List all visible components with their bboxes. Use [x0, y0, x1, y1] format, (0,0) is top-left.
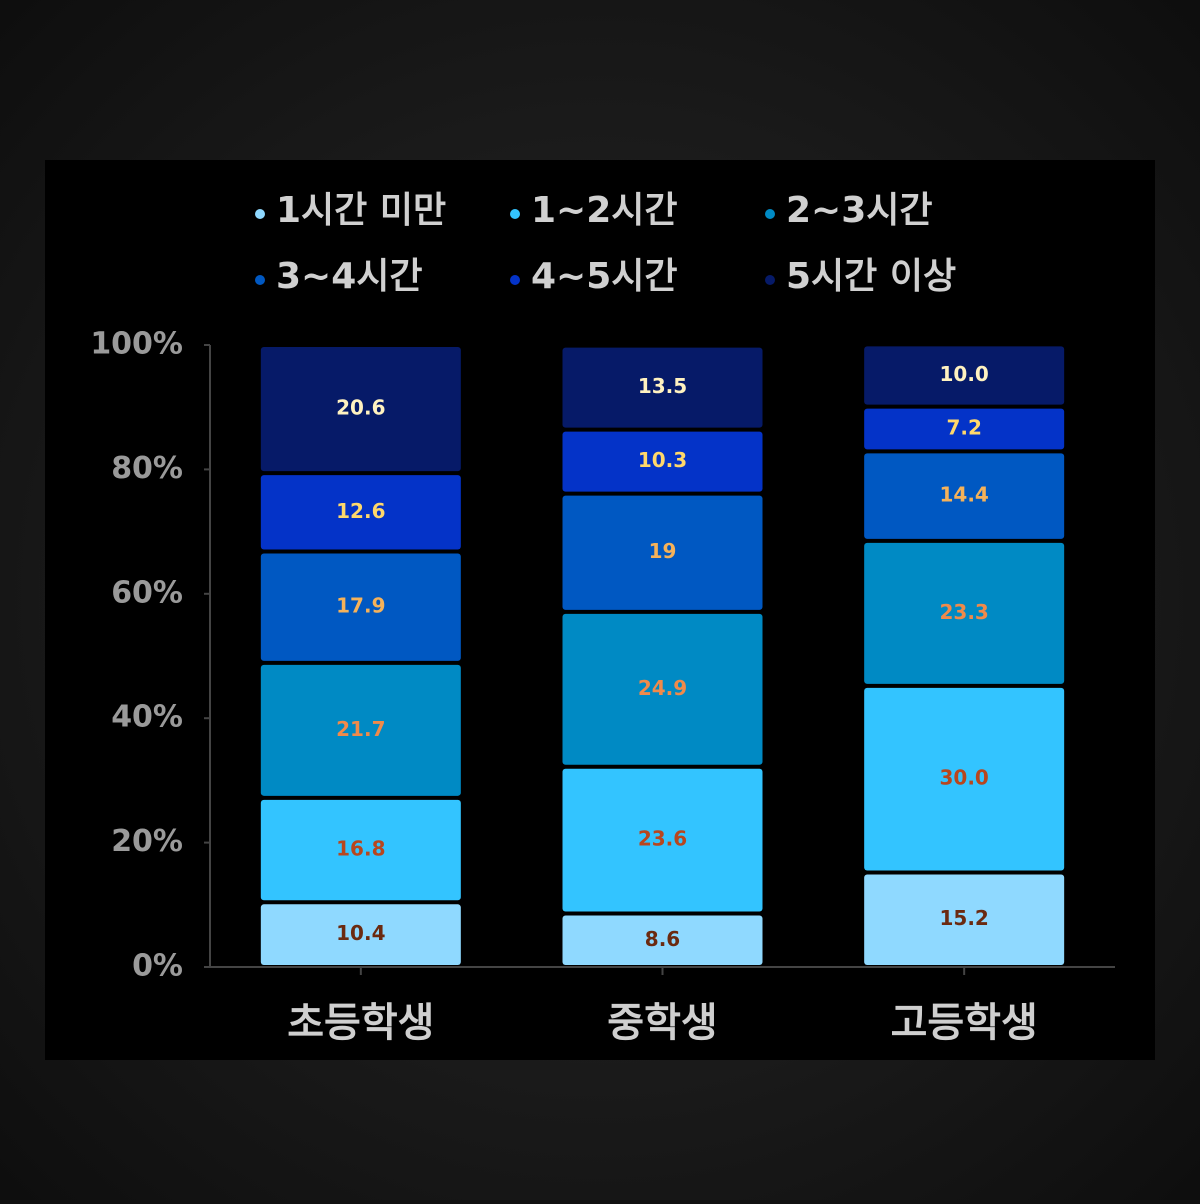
bar-segment	[260, 904, 461, 965]
data-label: 23.3	[939, 600, 988, 624]
bar-segment	[864, 453, 1065, 539]
legend-marker	[510, 209, 520, 219]
bar-segment	[864, 346, 1065, 405]
data-label: 20.6	[336, 396, 385, 420]
data-label: 10.3	[638, 448, 687, 472]
legend-label: 4~5시간	[531, 256, 678, 297]
y-tick-label: 60%	[111, 575, 183, 610]
x-tick-label: 중학생	[607, 1000, 717, 1046]
legend-marker	[255, 209, 265, 219]
legend-marker	[255, 275, 265, 285]
bar-segment	[864, 408, 1065, 450]
data-label: 7.2	[946, 415, 981, 439]
legend-marker	[765, 209, 775, 219]
legend-label: 5시간 이상	[786, 256, 956, 297]
data-label: 10.0	[939, 362, 988, 386]
data-label: 15.2	[939, 906, 988, 930]
bar-segment	[260, 664, 461, 796]
data-label: 12.6	[336, 499, 385, 523]
data-label: 14.4	[939, 483, 988, 507]
data-label: 13.5	[638, 374, 687, 398]
bar-segment	[562, 347, 763, 428]
legend-label: 3~4시간	[276, 256, 423, 297]
bar-segment	[260, 475, 461, 550]
legend-label: 2~3시간	[786, 190, 933, 231]
bar-segment	[562, 768, 763, 912]
data-label: 16.8	[336, 837, 385, 861]
bar-segment	[562, 431, 763, 492]
legend-marker	[510, 275, 520, 285]
data-label: 8.6	[645, 927, 680, 951]
x-tick-label: 초등학생	[287, 1000, 434, 1046]
bar-segment	[864, 542, 1065, 684]
data-label: 10.4	[336, 921, 385, 945]
bar-segment	[562, 915, 763, 965]
legend-label: 1~2시간	[531, 190, 678, 231]
bar-segment	[864, 874, 1065, 965]
y-tick-label: 40%	[111, 700, 183, 735]
y-tick-label: 100%	[90, 327, 183, 362]
data-label: 19	[649, 539, 677, 563]
data-label: 23.6	[638, 827, 687, 851]
y-tick-label: 80%	[111, 451, 183, 486]
bar-segment	[260, 799, 461, 901]
legend-label: 1시간 미만	[276, 190, 446, 231]
y-tick-label: 0%	[132, 949, 183, 984]
legend-marker	[765, 275, 775, 285]
bar-segment	[562, 613, 763, 765]
bar-segment	[864, 687, 1065, 871]
data-label: 17.9	[336, 594, 385, 618]
data-label: 21.7	[336, 717, 385, 741]
data-label: 30.0	[939, 766, 988, 790]
y-tick-label: 20%	[111, 824, 183, 859]
x-tick-label: 고등학생	[891, 1000, 1038, 1046]
data-label: 24.9	[638, 676, 687, 700]
bar-segment	[260, 347, 461, 472]
bar-segment	[562, 495, 763, 610]
bar-segment	[260, 553, 461, 661]
